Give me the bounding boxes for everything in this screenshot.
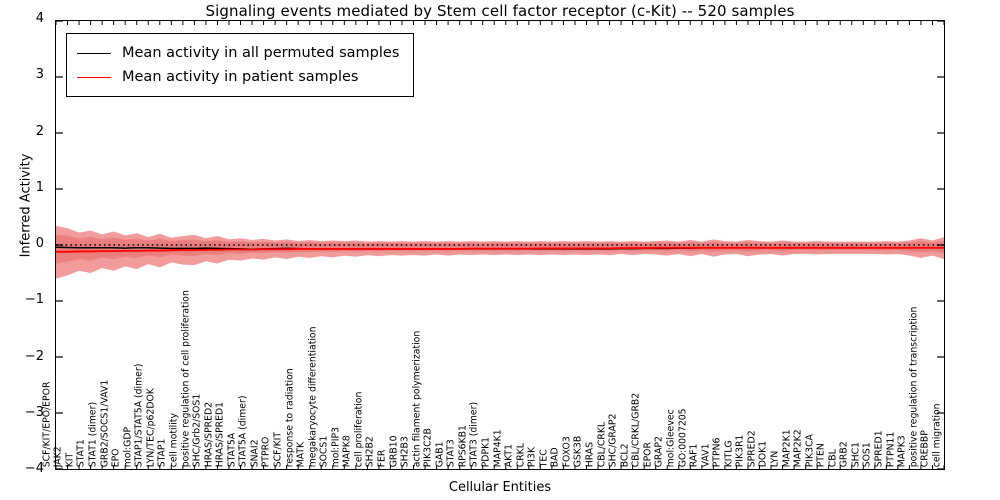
y-tick-label: 1 bbox=[35, 179, 44, 195]
y-tick-label: 2 bbox=[35, 123, 44, 139]
legend-label-permuted: Mean activity in all permuted samples bbox=[122, 45, 400, 61]
x-axis-tickmarks bbox=[56, 21, 944, 469]
patient-mean-line bbox=[56, 246, 944, 253]
y-tick-label: −4 bbox=[24, 461, 44, 476]
legend-entry-permuted: Mean activity in all permuted samples bbox=[77, 41, 399, 65]
x-axis-label: Cellular Entities bbox=[448, 480, 552, 495]
patient-confidence-band bbox=[56, 225, 944, 279]
legend-label-patient: Mean activity in patient samples bbox=[122, 69, 359, 85]
legend-swatch-patient bbox=[77, 76, 111, 78]
y-axis-ticks: −4 −3 −2 −1 0 1 2 3 4 bbox=[0, 0, 52, 500]
y-tick-label: −3 bbox=[24, 404, 44, 420]
legend-swatch-permuted bbox=[77, 52, 111, 54]
y-tick-label: −1 bbox=[24, 292, 44, 308]
y-tick-label: −2 bbox=[24, 348, 44, 364]
legend-entry-patient: Mean activity in patient samples bbox=[77, 65, 399, 89]
y-tick-label: 0 bbox=[35, 236, 44, 251]
y-axis-tickmarks-inner bbox=[56, 21, 944, 469]
y-tick-label: 3 bbox=[35, 67, 44, 83]
chart-legend: Mean activity in all permuted samples Me… bbox=[66, 33, 415, 97]
chart-canvas bbox=[56, 21, 944, 469]
chart-title: Signaling events mediated by Stem cell f… bbox=[205, 2, 795, 20]
y-tick-label: 4 bbox=[35, 11, 44, 26]
